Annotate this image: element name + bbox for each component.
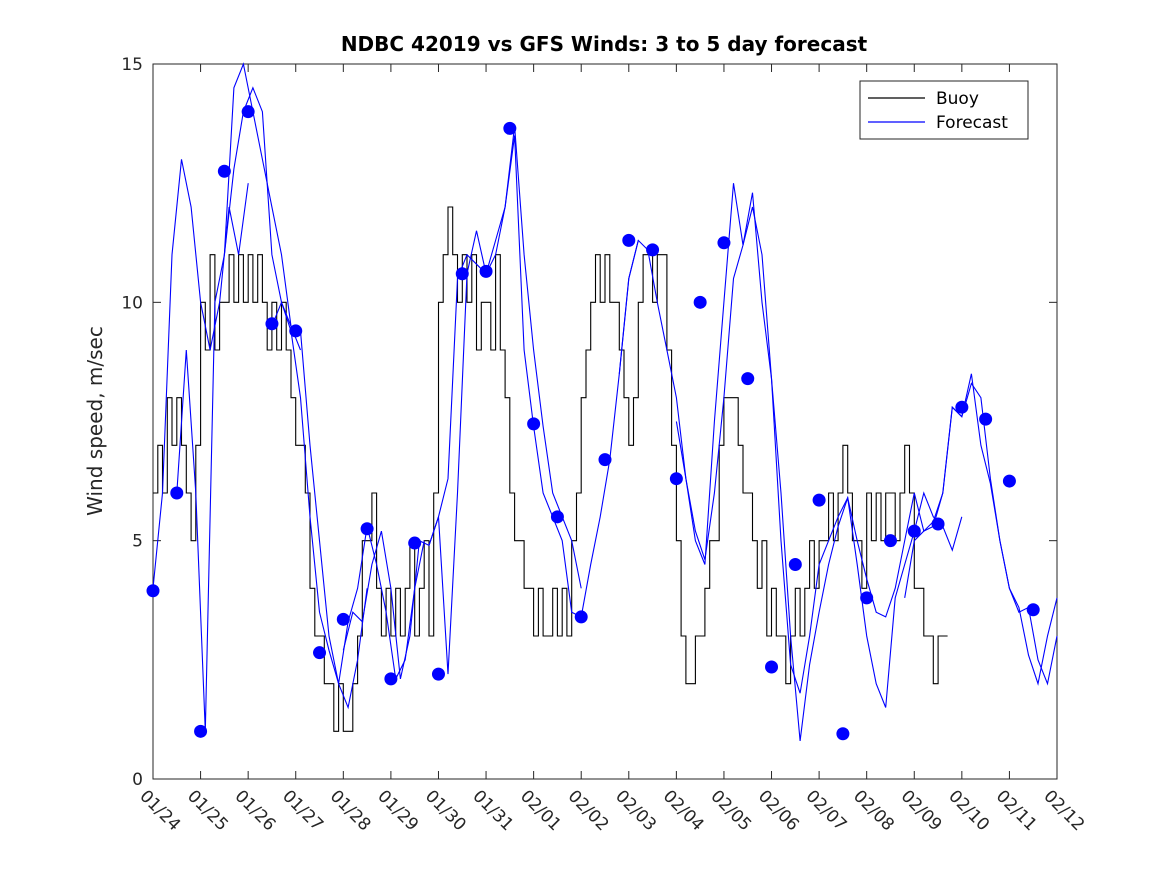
forecast-marker-point: [765, 660, 779, 674]
forecast-marker-point: [431, 667, 445, 681]
forecast-marker-point: [574, 610, 588, 624]
forecast-marker-point: [1002, 474, 1016, 488]
forecast-marker-point: [455, 267, 469, 281]
forecast-marker-point: [693, 295, 707, 309]
y-axis-label: Wind speed, m/sec: [83, 326, 107, 516]
forecast-marker-point: [788, 558, 802, 571]
forecast-marker-point: [979, 412, 993, 426]
forecast-marker-point: [503, 121, 517, 135]
forecast-marker-point: [1026, 603, 1040, 617]
forecast-marker-point: [479, 264, 493, 278]
y-tick-label: 15: [121, 55, 143, 75]
y-tick-label: 0: [132, 770, 143, 790]
forecast-marker-point: [241, 105, 255, 119]
forecast-marker-point: [360, 522, 374, 536]
forecast-marker-point: [931, 517, 945, 531]
forecast-marker-point: [598, 453, 612, 467]
forecast-marker-point: [313, 646, 327, 660]
forecast-marker-point: [170, 486, 184, 500]
legend: Buoy Forecast: [859, 80, 1029, 140]
forecast-marker-point: [860, 591, 874, 605]
forecast-marker-point: [194, 724, 208, 738]
forecast-marker-point: [907, 524, 921, 538]
forecast-series-line: [176, 86, 302, 732]
forecast-marker-point: [836, 727, 850, 741]
y-tick-label: 10: [121, 293, 143, 313]
forecast-marker-point: [217, 164, 231, 178]
forecast-marker-point: [146, 584, 160, 598]
forecast-series-line: [152, 159, 249, 589]
legend-buoy-label: Buoy: [936, 89, 979, 109]
forecast-series-line: [904, 382, 1058, 686]
forecast-marker-point: [622, 233, 636, 247]
forecast-marker-point: [384, 672, 398, 686]
forecast-marker-point: [669, 472, 683, 486]
forecast-marker-point: [265, 317, 279, 331]
forecast-marker-point: [646, 243, 660, 257]
forecast-marker-point: [408, 536, 422, 550]
forecast-marker-point: [527, 417, 541, 431]
forecast-marker-point: [550, 510, 564, 524]
legend-box: [859, 80, 1029, 140]
forecast-marker-point: [336, 612, 350, 626]
forecast-marker-point: [289, 324, 303, 338]
forecast-marker-point: [955, 400, 969, 414]
buoy-series-line: [153, 206, 948, 732]
chart-title: NDBC 42019 vs GFS Winds: 3 to 5 day fore…: [341, 32, 868, 56]
forecast-series-line: [342, 125, 582, 680]
axes-box: [152, 63, 1058, 780]
forecast-marker-point: [717, 236, 731, 250]
legend-forecast-label: Forecast: [936, 113, 1008, 133]
y-tick-label: 5: [132, 532, 143, 552]
forecast-marker-point: [812, 493, 826, 507]
forecast-marker-point: [741, 372, 755, 386]
forecast-marker-point: [883, 534, 897, 548]
